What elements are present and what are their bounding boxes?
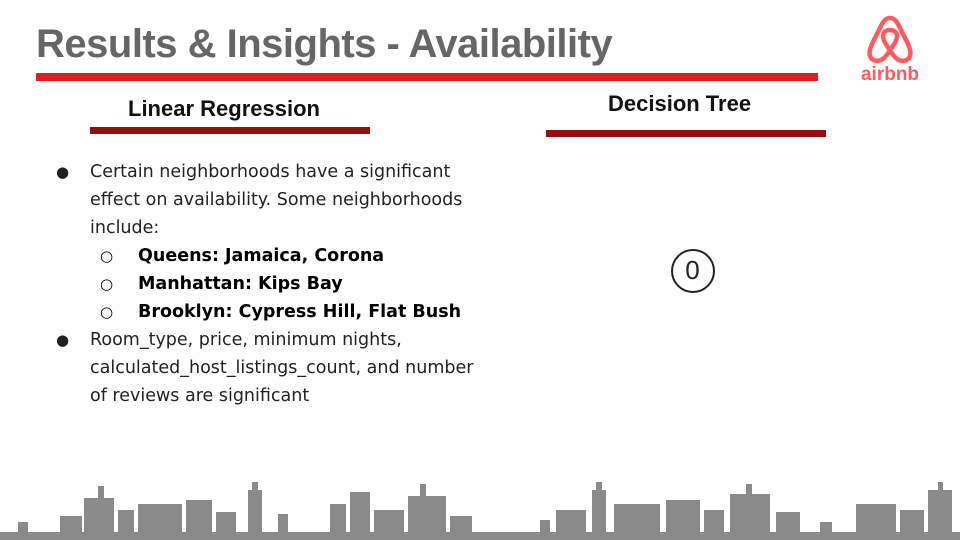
bullet-dot: ● <box>56 163 70 181</box>
bullet-item: ● Room_type, price, minimum nights, calc… <box>50 326 490 410</box>
sub-bullet-circle: ○ <box>100 275 114 293</box>
sub-bullet-item: ○ Brooklyn: Cypress Hill, Flat Bush <box>50 298 490 326</box>
sub-bullet-item: ○ Queens: Jamaica, Corona <box>50 242 490 270</box>
airbnb-logo-text: airbnb <box>860 64 920 85</box>
sub-bullet-text: Manhattan: Kips Bay <box>138 274 343 294</box>
title-underline <box>36 73 818 81</box>
sub-bullet-item: ○ Manhattan: Kips Bay <box>50 270 490 298</box>
slide-title: Results & Insights - Availability <box>36 22 613 66</box>
linear-regression-rule <box>90 127 370 134</box>
sub-bullet-text: Brooklyn: Cypress Hill, Flat Bush <box>138 302 462 322</box>
airbnb-logo: airbnb <box>856 12 924 88</box>
bullet-item: ● Certain neighborhoods have a significa… <box>50 158 490 242</box>
city-skyline-decoration <box>0 482 960 540</box>
decision-tree-result-value: 0 <box>685 255 700 285</box>
bullet-text: Room_type, price, minimum nights, calcul… <box>90 330 474 406</box>
decision-tree-heading: Decision Tree <box>608 91 752 116</box>
bullet-text: Certain neighborhoods have a significant… <box>90 162 463 238</box>
airbnb-belo-icon <box>867 15 913 63</box>
sub-bullet-circle: ○ <box>100 247 114 265</box>
bullet-dot: ● <box>56 331 70 349</box>
linear-regression-heading: Linear Regression <box>128 96 320 121</box>
sub-bullet-circle: ○ <box>100 303 114 321</box>
decision-tree-rule <box>546 130 826 137</box>
sub-bullet-text: Queens: Jamaica, Corona <box>138 246 385 266</box>
decision-tree-result-circle: 0 <box>671 249 715 293</box>
bullet-list: ● Certain neighborhoods have a significa… <box>50 158 490 410</box>
